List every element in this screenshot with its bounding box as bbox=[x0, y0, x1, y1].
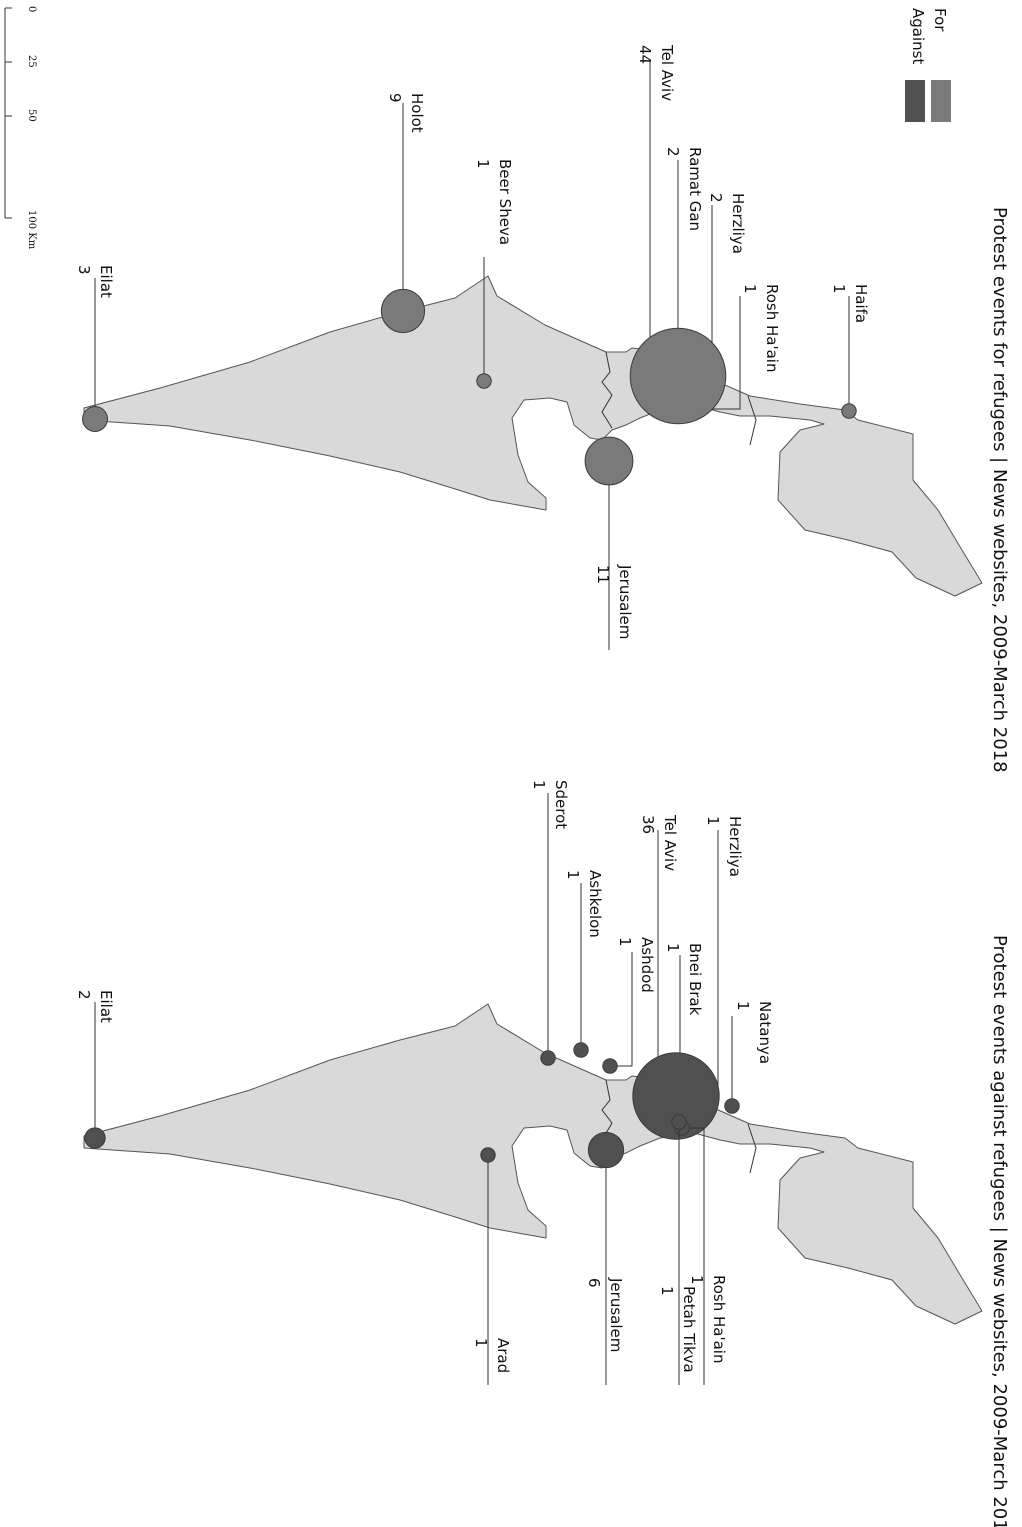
marker-ashkelon bbox=[573, 1042, 589, 1058]
place-count-tel-aviv: 44 bbox=[636, 45, 654, 64]
marker-tel-aviv bbox=[629, 327, 727, 425]
place-count-holot: 9 bbox=[386, 93, 404, 103]
place-label-ashkelon: Ashkelon bbox=[586, 870, 604, 938]
leader-line-ashdod bbox=[610, 952, 633, 1067]
place-label-eilat: Eilat bbox=[97, 990, 115, 1023]
marker-tel-aviv bbox=[632, 1052, 720, 1140]
legend-label-against: Against bbox=[909, 8, 927, 64]
marker-petah-tikva bbox=[671, 1114, 687, 1130]
legend: For Against bbox=[905, 8, 951, 122]
place-label-haifa: Haifa bbox=[852, 284, 870, 323]
scale-tick-0: 0 bbox=[26, 6, 37, 12]
place-count-jerusalem: 6 bbox=[585, 1278, 603, 1288]
marker-jerusalem bbox=[587, 1131, 625, 1169]
place-label-bnei-brak: Bnei Brak bbox=[686, 943, 704, 1016]
marker-ashdod bbox=[602, 1058, 618, 1074]
place-label-tel-aviv: Tel Aviv bbox=[661, 814, 679, 871]
place-count-haifa: 1 bbox=[830, 284, 848, 294]
marker-sderot bbox=[540, 1050, 556, 1066]
scale-tick-25: 25 bbox=[26, 55, 37, 68]
place-label-jerusalem: Jerusalem bbox=[616, 564, 634, 639]
place-count-beer-sheva: 1 bbox=[474, 159, 492, 169]
place-label-sderot: Sderot bbox=[552, 780, 570, 829]
place-label-ramat-gan: Ramat Gan bbox=[686, 147, 704, 231]
place-count-natanya: 1 bbox=[734, 1001, 752, 1011]
scale-tick-100: 100 Km bbox=[26, 210, 37, 250]
place-label-holot: Holot bbox=[408, 93, 426, 133]
marker-eilat bbox=[82, 406, 108, 432]
map-against-refugees: Protest events against refugees | News w… bbox=[75, 780, 1010, 1527]
land-outline bbox=[83, 1003, 983, 1325]
inner-border bbox=[747, 395, 757, 446]
place-label-arad: Arad bbox=[494, 1338, 512, 1373]
place-count-rosh-ha-ain: 1 bbox=[741, 284, 759, 294]
place-count-eilat: 3 bbox=[75, 265, 93, 275]
inner-border bbox=[601, 351, 613, 429]
marker-natanya bbox=[724, 1098, 740, 1114]
scale-bar: 0 25 50 100 Km bbox=[4, 6, 37, 250]
place-count-petah-tikva: 1 bbox=[658, 1286, 676, 1296]
place-count-rosh-ha-ain: 1 bbox=[688, 1275, 706, 1285]
legend-swatch-against bbox=[905, 80, 925, 122]
place-label-jerusalem: Jerusalem bbox=[607, 1277, 625, 1352]
inner-border bbox=[747, 1123, 757, 1174]
place-count-ashkelon: 1 bbox=[564, 870, 582, 880]
place-count-herzliya: 1 bbox=[704, 816, 722, 826]
marker-holot bbox=[380, 288, 426, 334]
map-title-for: Protest events for refugees | News websi… bbox=[989, 207, 1010, 773]
marker-eilat bbox=[84, 1127, 106, 1149]
marker-arad bbox=[480, 1147, 496, 1163]
marker-beer-sheva bbox=[476, 373, 492, 389]
legend-label-for: For bbox=[931, 8, 949, 32]
map-for-refugees: Protest events for refugees | News websi… bbox=[75, 44, 1010, 773]
land-outline bbox=[83, 275, 983, 597]
place-label-herzliya: Herzliya bbox=[726, 816, 744, 877]
place-label-rosh-ha-ain: Rosh Ha'ain bbox=[710, 1275, 728, 1363]
place-count-tel-aviv: 36 bbox=[639, 815, 657, 834]
place-label-eilat: Eilat bbox=[97, 265, 115, 298]
place-label-tel-aviv: Tel Aviv bbox=[658, 44, 676, 101]
place-label-petah-tikva: Petah Tikva bbox=[680, 1286, 698, 1373]
place-count-arad: 1 bbox=[472, 1338, 490, 1348]
place-count-ramat-gan: 2 bbox=[664, 147, 682, 157]
map-title-against: Protest events against refugees | News w… bbox=[989, 935, 1010, 1527]
place-label-rosh-ha-ain: Rosh Ha'ain bbox=[763, 284, 781, 372]
marker-jerusalem bbox=[584, 436, 634, 486]
place-count-herzliya: 2 bbox=[707, 193, 725, 203]
place-count-sderot: 1 bbox=[530, 780, 548, 790]
place-label-natanya: Natanya bbox=[756, 1001, 774, 1064]
place-count-ashdod: 1 bbox=[616, 937, 634, 947]
place-label-herzliya: Herzliya bbox=[729, 193, 747, 254]
scale-tick-50: 50 bbox=[26, 109, 37, 122]
place-label-ashdod: Ashdod bbox=[638, 937, 656, 993]
marker-haifa bbox=[841, 403, 857, 419]
place-count-bnei-brak: 1 bbox=[664, 943, 682, 953]
legend-swatch-for bbox=[931, 80, 951, 122]
place-count-eilat: 2 bbox=[75, 990, 93, 1000]
place-label-beer-sheva: Beer Sheva bbox=[496, 159, 514, 245]
place-count-jerusalem: 11 bbox=[594, 565, 612, 584]
